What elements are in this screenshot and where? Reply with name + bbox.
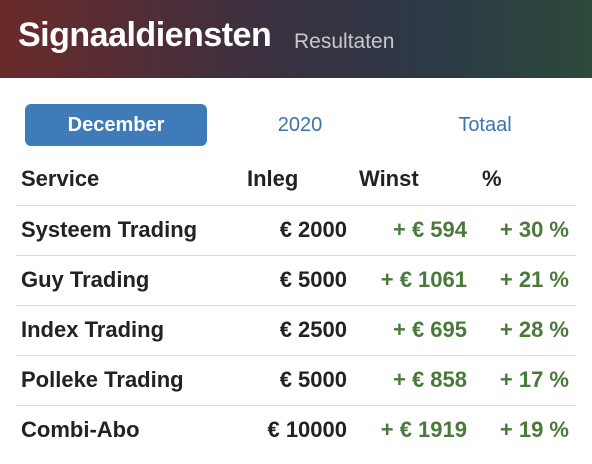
table-cell: € 5000 xyxy=(279,267,347,292)
subtitle: Resultaten xyxy=(294,30,395,53)
table-row: Guy Trading € 5000 + € 1061 + 21 % xyxy=(16,255,576,305)
tab[interactable]: Totaal xyxy=(458,114,512,136)
tab[interactable]: December xyxy=(25,104,207,146)
table-row: Systeem Trading € 2000 + € 594 + 30 % xyxy=(16,205,576,255)
table-cell: € 2000 xyxy=(279,217,347,242)
column-header: Winst xyxy=(359,166,419,191)
table-cell: Combi-Abo xyxy=(21,417,140,442)
table-cell: + € 1061 xyxy=(380,267,467,292)
table-row: Combi-Abo € 10000 + € 1919 + 19 % xyxy=(16,405,576,455)
table-cell: + € 858 xyxy=(392,367,467,392)
column-header: % xyxy=(482,166,502,191)
table-cell: + 28 % xyxy=(499,317,569,342)
table-cell: + € 594 xyxy=(392,217,467,242)
table-cell: + € 1919 xyxy=(380,417,467,442)
table-cell: Polleke Trading xyxy=(21,367,184,392)
table-cell: + 30 % xyxy=(499,217,569,242)
title: Signaaldiensten xyxy=(18,16,272,54)
table-cell: € 10000 xyxy=(267,417,347,442)
table-cell: + 17 % xyxy=(499,367,569,392)
table-cell: € 2500 xyxy=(279,317,347,342)
table-cell: + 19 % xyxy=(499,417,569,442)
table-cell: + 21 % xyxy=(499,267,569,292)
header: Signaaldiensten Resultaten xyxy=(0,0,592,78)
table-cell: + € 695 xyxy=(392,317,467,342)
table-cell: Systeem Trading xyxy=(21,217,198,242)
column-header: Inleg xyxy=(247,166,299,191)
tab[interactable]: 2020 xyxy=(277,114,323,136)
table-row: Polleke Trading € 5000 + € 858 + 17 % xyxy=(16,355,576,405)
table-cell: € 5000 xyxy=(279,367,347,392)
table-row: Index Trading € 2500 + € 695 + 28 % xyxy=(16,305,576,355)
table-cell: Index Trading xyxy=(21,317,165,342)
column-header: Service xyxy=(21,166,100,191)
table-cell: Guy Trading xyxy=(21,267,150,292)
